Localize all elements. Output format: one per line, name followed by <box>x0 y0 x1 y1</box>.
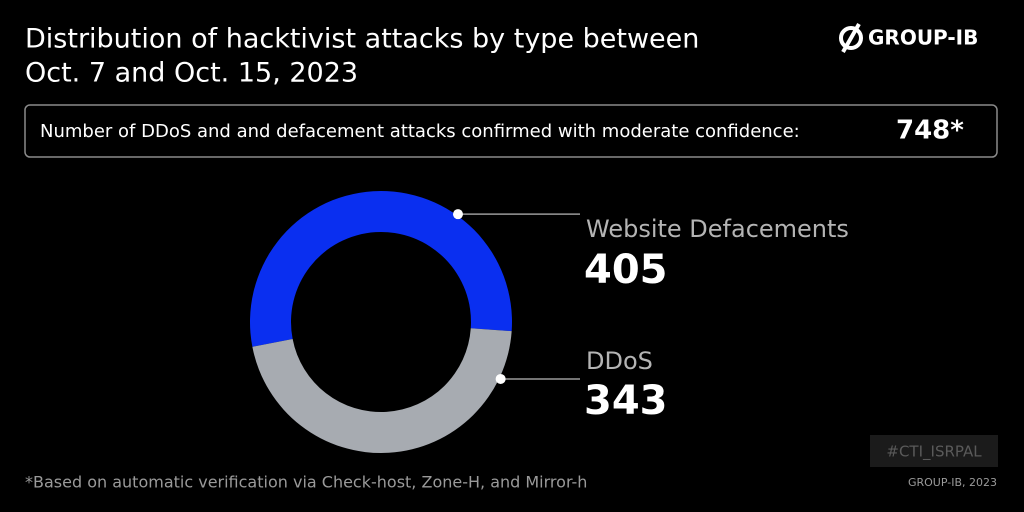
brand: GROUP-IB <box>868 26 978 50</box>
tag: #CTI_ISRPAL <box>886 443 982 462</box>
summary-text: Number of DDoS and and defacement attack… <box>40 121 800 142</box>
chart-title: Distribution of hacktivist attacks by ty… <box>25 24 699 55</box>
leader-dot <box>452 209 463 220</box>
chart-title: Oct. 7 and Oct. 15, 2023 <box>25 58 358 89</box>
summary-box <box>24 104 998 158</box>
tag-box <box>870 435 998 467</box>
summary-total: 748* <box>896 116 964 146</box>
value-label: 405 <box>584 247 668 293</box>
donut-segment <box>252 328 512 453</box>
category-label: DDoS <box>586 347 653 375</box>
credit: GROUP-IB, 2023 <box>908 476 997 489</box>
logo-icon <box>839 26 863 50</box>
category-label: Website Defacements <box>586 215 849 243</box>
logo: GROUP-IB <box>839 23 978 53</box>
donut-segment <box>249 190 512 347</box>
footnote: *Based on automatic verification via Che… <box>25 473 587 492</box>
donut: Website Defacements 405 DDoS 343 <box>249 190 849 453</box>
value-label: 343 <box>584 378 668 424</box>
logo-icon <box>841 23 861 53</box>
leader-dot <box>495 373 506 384</box>
